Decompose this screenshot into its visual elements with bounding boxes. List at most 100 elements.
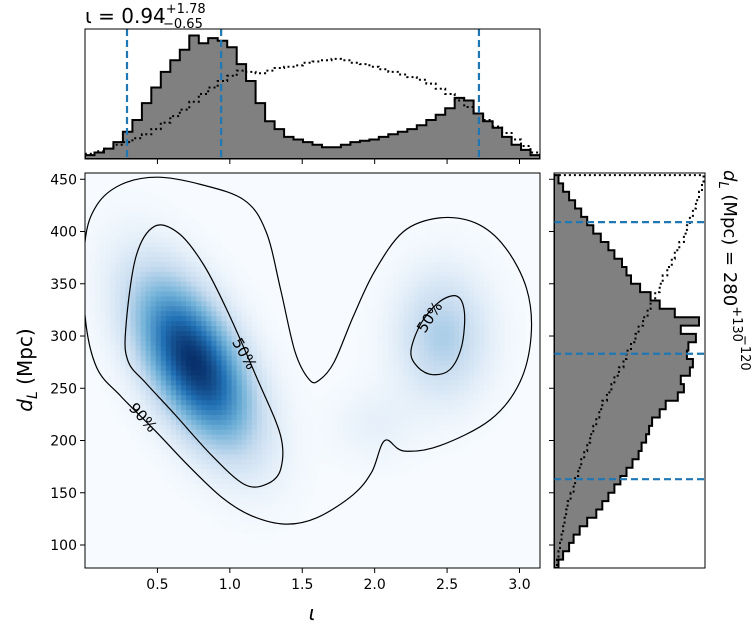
heatmap-cell	[433, 261, 440, 268]
heatmap-cell	[201, 508, 207, 515]
heatmap-cell	[226, 503, 233, 510]
heatmap-cell	[201, 503, 207, 510]
heatmap-cell	[368, 464, 374, 470]
heatmap-cell	[90, 242, 96, 248]
heatmap-cell	[251, 360, 258, 367]
heatmap-cell	[155, 326, 162, 332]
heatmap-cell	[191, 242, 197, 248]
heatmap-cell	[100, 370, 106, 377]
heatmap-cell	[211, 296, 218, 302]
heatmap-cell	[186, 222, 192, 228]
heatmap-cell	[373, 291, 379, 298]
heatmap-cell	[469, 252, 475, 258]
heatmap-cell	[358, 434, 364, 441]
heatmap-cell	[105, 212, 111, 219]
heatmap-cell	[155, 247, 162, 253]
heatmap-cell	[408, 434, 415, 441]
heatmap-cell	[90, 345, 96, 352]
heatmap-cell	[145, 444, 152, 451]
heatmap-cell	[272, 340, 278, 347]
heatmap-cell	[181, 385, 187, 391]
heatmap-cell	[155, 454, 162, 460]
heatmap-cell	[256, 331, 263, 337]
heatmap-cell	[170, 424, 177, 431]
heatmap-cell	[110, 316, 116, 322]
heatmap-cell	[176, 405, 182, 411]
heatmap-cell	[464, 414, 470, 421]
heatmap-cell	[378, 410, 384, 416]
heatmap-cell	[100, 301, 106, 307]
heatmap-cell	[90, 271, 96, 278]
heatmap-cell	[342, 395, 349, 401]
heatmap-cell	[100, 197, 106, 204]
heatmap-cell	[130, 247, 137, 253]
heatmap-cell	[261, 345, 268, 352]
heatmap-cell	[484, 375, 491, 381]
heatmap-cell	[236, 414, 243, 421]
heatmap-cell	[449, 350, 455, 357]
heatmap-cell	[413, 400, 420, 406]
heatmap-cell	[403, 321, 410, 327]
heatmap-cell	[170, 326, 177, 332]
heatmap-cell	[287, 365, 293, 372]
heatmap-cell	[206, 469, 212, 475]
heatmap-cell	[236, 405, 243, 411]
heatmap-cell	[307, 405, 314, 411]
heatmap-cell	[100, 291, 106, 298]
heatmap-cell	[100, 247, 106, 253]
heatmap-cell	[383, 464, 389, 470]
heatmap-cell	[170, 419, 177, 426]
heatmap-cell	[408, 459, 415, 465]
heatmap-cell	[191, 350, 197, 357]
heatmap-cell	[358, 454, 364, 460]
heatmap-cell	[145, 207, 152, 214]
heatmap-cell	[181, 469, 187, 475]
heatmap-cell	[272, 513, 278, 520]
heatmap-cell	[272, 355, 278, 362]
heatmap-cell	[423, 380, 430, 386]
heatmap-cell	[165, 212, 172, 219]
heatmap-cell	[368, 400, 374, 406]
heatmap-cell	[120, 296, 127, 302]
heatmap-cell	[292, 414, 298, 421]
heatmap-cell	[438, 335, 445, 342]
heatmap-cell	[413, 464, 420, 470]
heatmap-cell	[373, 345, 379, 352]
heatmap-cell	[170, 345, 177, 352]
heatmap-cell	[287, 414, 293, 421]
heatmap-cell	[165, 316, 172, 322]
heatmap-cell	[110, 331, 116, 337]
heatmap-cell	[221, 306, 228, 312]
heatmap-cell	[433, 350, 440, 357]
heatmap-cell	[110, 306, 116, 312]
heatmap-cell	[196, 459, 202, 465]
heatmap-cell	[191, 449, 197, 456]
heatmap-cell	[428, 410, 435, 416]
heatmap-cell	[85, 291, 91, 298]
heatmap-cell	[191, 380, 197, 386]
heatmap-cell	[464, 405, 470, 411]
heatmap-cell	[332, 405, 339, 411]
heatmap-cell	[206, 400, 212, 406]
heatmap-cell	[181, 291, 187, 298]
heatmap-cell	[241, 321, 248, 327]
heatmap-cell	[509, 286, 516, 293]
heatmap-cell	[342, 439, 349, 446]
heatmap-cell	[120, 261, 127, 268]
heatmap-cell	[398, 301, 405, 307]
heatmap-cell	[181, 227, 187, 233]
heatmap-cell	[438, 321, 445, 327]
heatmap-cell	[145, 424, 152, 431]
heatmap-cell	[499, 321, 506, 327]
heatmap-cell	[105, 266, 111, 273]
heatmap-cell	[272, 493, 278, 500]
heatmap-cell	[181, 400, 187, 406]
heatmap-cell	[100, 192, 106, 199]
heatmap-cell	[226, 291, 233, 298]
heatmap-cell	[277, 464, 283, 470]
heatmap-cell	[160, 311, 167, 317]
heatmap-cell	[90, 261, 96, 268]
heatmap-cell	[176, 301, 182, 307]
heatmap-cell	[226, 266, 233, 273]
heatmap-cell	[347, 385, 354, 391]
